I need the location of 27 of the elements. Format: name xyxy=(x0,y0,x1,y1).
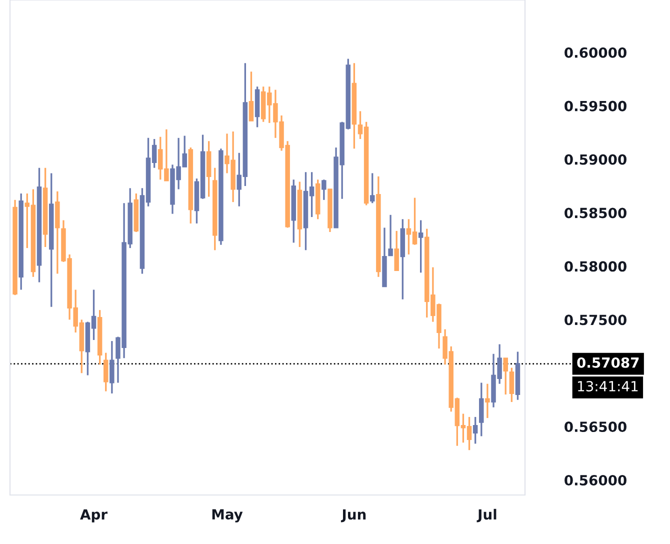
candlestick xyxy=(485,382,490,419)
y-tick-label: 0.60000 xyxy=(564,47,626,58)
y-tick-label: 0.59000 xyxy=(564,154,626,165)
text: 13:41:41 xyxy=(578,380,638,392)
candlestick xyxy=(388,214,393,256)
candlestick xyxy=(370,172,375,204)
x-tick-label: May xyxy=(212,509,243,522)
y-tick-label: 0.59500 xyxy=(564,100,626,112)
candlestick xyxy=(322,178,326,201)
candlestick xyxy=(104,352,108,392)
ref-line-label: 0.57087 xyxy=(577,357,639,368)
y-tick-label: 0.57500 xyxy=(564,314,626,326)
x-tick-label: Jun xyxy=(340,509,366,522)
candlestick xyxy=(418,219,424,274)
candlestick xyxy=(110,340,114,394)
candlestick xyxy=(248,70,254,122)
y-tick-label: 0.56500 xyxy=(564,422,626,432)
candlestick xyxy=(503,357,508,396)
candlestick xyxy=(472,416,478,445)
x-tick-label: Jul xyxy=(476,508,496,522)
candlestick xyxy=(479,382,484,438)
x-tick-label: Apr xyxy=(80,509,108,522)
candlestick xyxy=(509,366,514,403)
y-tick-label: 0.58000 xyxy=(564,261,626,272)
y-tick-label: 0.56000 xyxy=(564,475,626,486)
y-tick-label: 0.58500 xyxy=(564,208,626,218)
candlestick xyxy=(394,230,399,272)
